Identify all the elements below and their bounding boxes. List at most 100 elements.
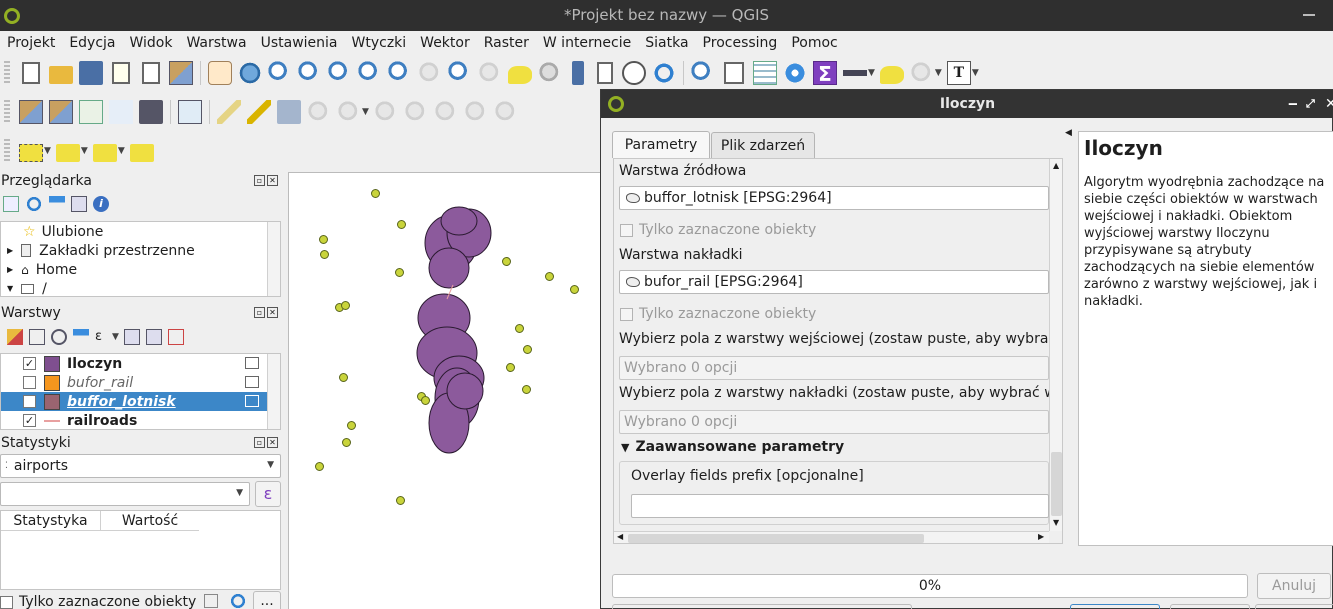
new-project-icon[interactable] — [22, 62, 40, 84]
scroll-up-icon[interactable]: ▲ — [1053, 161, 1060, 170]
expand-all-icon[interactable] — [123, 329, 140, 345]
browser-item-bookmarks[interactable]: ▶ Zakładki przestrzenne — [1, 241, 280, 260]
zoom-to-layer-icon[interactable] — [388, 61, 412, 85]
parameters-scrollbar-vertical[interactable]: ▲ ▼ — [1049, 159, 1062, 531]
menu-processing[interactable]: Processing — [702, 35, 778, 51]
menu-projekt[interactable]: Projekt — [7, 35, 56, 51]
source-only-selected-checkbox[interactable] — [620, 223, 633, 237]
identify-features-icon[interactable] — [691, 61, 715, 85]
style-manager-icon[interactable] — [169, 61, 193, 85]
vertex-tool-icon[interactable] — [337, 100, 361, 124]
browser-item-favourites[interactable]: ☆ Ulubione — [1, 222, 280, 241]
expression-filter-icon[interactable]: ε — [95, 329, 103, 344]
layer-item-iloczyn[interactable]: ✓ Iloczyn — [1, 354, 280, 373]
menu-ustawienia[interactable]: Ustawienia — [260, 35, 338, 51]
copy-features-icon[interactable] — [463, 100, 488, 124]
add-group-icon[interactable] — [29, 329, 45, 345]
stats-field-combo[interactable]: ▼ — [0, 482, 250, 506]
float-icon[interactable]: ▫ — [254, 307, 265, 318]
dialog-title-bar[interactable]: Iloczyn ‒ ⤢ ✕ — [601, 90, 1333, 118]
delete-selected-icon[interactable] — [403, 100, 428, 124]
menu-edycja[interactable]: Edycja — [69, 35, 116, 51]
show-bookmarks-icon[interactable] — [597, 62, 613, 84]
collapse-all-icon[interactable] — [71, 196, 87, 212]
browser-item-root[interactable]: ▼ / — [1, 279, 280, 298]
new-bookmark-icon[interactable] — [572, 61, 584, 85]
scroll-down-icon[interactable]: ▼ — [1053, 518, 1060, 527]
pan-map-icon[interactable] — [208, 61, 232, 85]
column-header-statistic[interactable]: Statystyka — [1, 511, 101, 530]
refresh-icon[interactable] — [25, 195, 43, 213]
chevron-down-icon[interactable]: ▼ — [80, 146, 88, 156]
filter-icon[interactable] — [49, 196, 65, 212]
tab-log[interactable]: Plik zdarzeń — [711, 132, 815, 159]
chevron-down-icon[interactable]: ▼ — [868, 68, 875, 78]
chevron-down-icon[interactable]: ▼ — [112, 332, 119, 342]
only-selected-checkbox[interactable] — [0, 595, 13, 609]
select-features-icon[interactable] — [19, 143, 43, 162]
menu-siatka[interactable]: Siatka — [645, 35, 689, 51]
copy-icon[interactable] — [204, 594, 218, 608]
float-icon[interactable]: ▫ — [254, 437, 265, 448]
menu-w-internecie[interactable]: W internecie — [542, 35, 632, 51]
new-map-view-icon[interactable] — [508, 65, 532, 84]
minimize-icon[interactable] — [1303, 14, 1315, 16]
scrollbar-thumb[interactable] — [1051, 452, 1062, 516]
layer-visibility-checkbox[interactable] — [23, 376, 36, 389]
overlay-layer-combo[interactable]: bufor_rail [EPSG:2964] — [619, 270, 1049, 294]
zoom-in-icon[interactable] — [268, 61, 292, 85]
new-temp-layer-icon[interactable] — [109, 100, 133, 124]
scrollbar-thumb[interactable] — [628, 534, 924, 543]
layer-visibility-checkbox[interactable]: ✓ — [23, 414, 36, 427]
new-print-layout-icon[interactable] — [112, 62, 130, 84]
zoom-last-icon[interactable] — [448, 61, 472, 85]
tab-parameters[interactable]: Parametry — [612, 131, 710, 158]
layout-manager-icon[interactable] — [142, 62, 160, 84]
layers-scrollbar[interactable] — [267, 354, 280, 429]
locator-gear-icon[interactable] — [909, 61, 934, 85]
chevron-down-icon[interactable]: ▼ — [44, 146, 51, 156]
browser-item-home[interactable]: ▶ ⌂ Home — [1, 260, 280, 279]
maximize-icon[interactable]: ⤢ — [1306, 97, 1315, 110]
open-project-icon[interactable] — [49, 66, 73, 84]
chevron-down-icon[interactable]: ▼ — [934, 68, 942, 78]
layer-item-bufor-rail[interactable]: bufor_rail — [1, 373, 280, 392]
new-shapefile-icon[interactable] — [79, 100, 103, 124]
collapse-help-icon[interactable]: ◀ — [1065, 128, 1072, 138]
close-icon[interactable]: ✕ — [267, 307, 278, 318]
text-annotation-icon[interactable]: T — [946, 61, 971, 85]
modify-attributes-icon[interactable] — [373, 100, 398, 124]
chevron-down-icon[interactable]: ▼ — [7, 284, 14, 293]
layer-item-railroads[interactable]: ✓ railroads — [1, 411, 280, 430]
chevron-down-icon[interactable]: ▼ — [236, 488, 243, 498]
temporal-controller-icon[interactable] — [622, 61, 646, 85]
toolbar-grip[interactable] — [4, 100, 10, 124]
new-virtual-layer-icon[interactable] — [139, 100, 163, 124]
chevron-right-icon[interactable]: ▶ — [7, 265, 14, 274]
help-button[interactable] — [1255, 604, 1333, 609]
menu-wtyczki[interactable]: Wtyczki — [351, 35, 407, 51]
input-fields-select[interactable]: Wybrano 0 opcji — [619, 356, 1049, 380]
menu-raster[interactable]: Raster — [483, 35, 529, 51]
menu-widok[interactable]: Widok — [129, 35, 173, 51]
column-header-value[interactable]: Wartość — [121, 513, 179, 529]
map-canvas[interactable] — [288, 172, 608, 609]
map-tips-icon[interactable] — [879, 65, 904, 84]
layer-item-buffor-lotnisk[interactable]: buffor_lotnisk — [1, 392, 267, 411]
overlay-fields-select[interactable]: Wybrano 0 opcji — [619, 410, 1049, 434]
processing-toolbox-icon[interactable] — [783, 61, 807, 85]
paste-features-icon[interactable] — [493, 100, 518, 124]
measure-line-icon[interactable] — [843, 61, 867, 85]
current-edits-icon[interactable] — [217, 100, 241, 124]
close-icon[interactable]: ✕ — [267, 437, 278, 448]
deselect-all-icon[interactable] — [92, 143, 117, 162]
chevron-right-icon[interactable]: ▶ — [7, 246, 14, 255]
stats-only-selected[interactable]: Tylko zaznaczone obiekty — [0, 594, 196, 609]
zoom-next-icon[interactable] — [478, 61, 502, 85]
layer-indicator-icon[interactable] — [245, 357, 259, 369]
stats-layer-combo[interactable]: ⁚ airports ▼ — [0, 454, 281, 478]
layer-indicator-icon[interactable] — [245, 395, 259, 407]
zoom-to-selection-icon[interactable] — [358, 61, 382, 85]
chevron-down-icon[interactable]: ▼ — [621, 441, 630, 454]
chevron-down-icon[interactable]: ▼ — [267, 460, 274, 470]
